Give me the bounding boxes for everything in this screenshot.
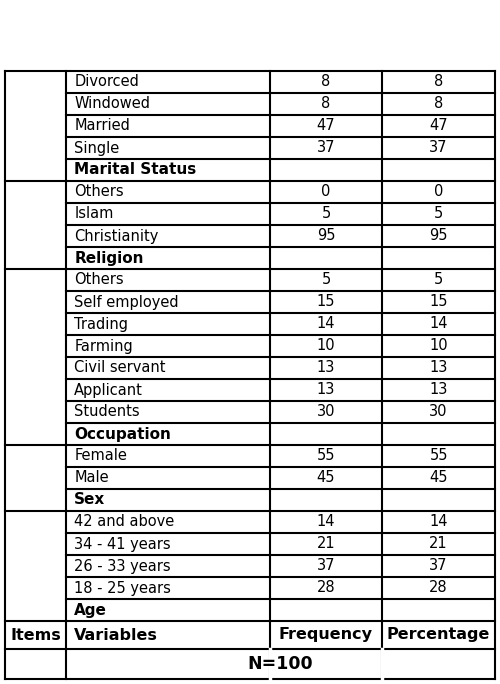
Text: Others: Others (74, 272, 124, 287)
Text: 13: 13 (430, 360, 448, 376)
Text: Trading: Trading (74, 317, 128, 332)
Text: 37: 37 (430, 559, 448, 573)
Text: 21: 21 (430, 536, 448, 551)
Text: Percentage: Percentage (387, 627, 490, 642)
Text: 21: 21 (316, 536, 336, 551)
Text: 13: 13 (317, 382, 335, 397)
Text: 28: 28 (430, 581, 448, 596)
Text: 37: 37 (430, 140, 448, 155)
Text: 8: 8 (322, 75, 330, 90)
Text: Islam: Islam (74, 207, 114, 222)
Text: 15: 15 (316, 295, 335, 309)
Text: Variables: Variables (74, 627, 158, 642)
Text: 55: 55 (430, 449, 448, 464)
Text: 47: 47 (430, 118, 448, 133)
Text: 37: 37 (316, 559, 335, 573)
Text: 0: 0 (434, 185, 444, 200)
Text: Others: Others (74, 185, 124, 200)
Text: Single: Single (74, 140, 120, 155)
Text: Frequency: Frequency (279, 627, 373, 642)
Text: 10: 10 (430, 339, 448, 354)
Text: 45: 45 (430, 471, 448, 486)
Text: 8: 8 (434, 96, 444, 111)
Text: 5: 5 (434, 207, 444, 222)
Text: Farming: Farming (74, 339, 133, 354)
Text: Christianity: Christianity (74, 228, 158, 244)
Text: Age: Age (74, 603, 107, 618)
Text: 45: 45 (316, 471, 335, 486)
Text: 14: 14 (316, 514, 335, 529)
Text: 28: 28 (316, 581, 336, 596)
Text: 14: 14 (316, 317, 335, 332)
Text: 15: 15 (430, 295, 448, 309)
Text: Civil servant: Civil servant (74, 360, 166, 376)
Text: 14: 14 (430, 317, 448, 332)
Text: 18 - 25 years: 18 - 25 years (74, 581, 171, 596)
Text: 47: 47 (316, 118, 336, 133)
Text: Female: Female (74, 449, 127, 464)
Text: 37: 37 (316, 140, 335, 155)
Text: Windowed: Windowed (74, 96, 150, 111)
Text: Items: Items (10, 627, 61, 642)
Text: 8: 8 (322, 96, 330, 111)
Text: 55: 55 (316, 449, 335, 464)
Text: 95: 95 (316, 228, 335, 244)
Text: N=100: N=100 (248, 655, 314, 673)
Text: Students: Students (74, 404, 140, 419)
Text: 13: 13 (317, 360, 335, 376)
Text: Occupation: Occupation (74, 427, 171, 441)
Text: 30: 30 (316, 404, 335, 419)
Text: Marital Status: Marital Status (74, 163, 196, 178)
Text: 95: 95 (430, 228, 448, 244)
Text: 14: 14 (430, 514, 448, 529)
Text: 5: 5 (322, 272, 330, 287)
Text: Male: Male (74, 471, 109, 486)
Text: 34 - 41 years: 34 - 41 years (74, 536, 171, 551)
Text: 10: 10 (316, 339, 336, 354)
Text: 42 and above: 42 and above (74, 514, 174, 529)
Text: Married: Married (74, 118, 130, 133)
Text: 30: 30 (430, 404, 448, 419)
Text: Religion: Religion (74, 250, 144, 265)
Text: 26 - 33 years: 26 - 33 years (74, 559, 171, 573)
Text: 0: 0 (322, 185, 330, 200)
Text: Sex: Sex (74, 492, 106, 508)
Text: 13: 13 (430, 382, 448, 397)
Text: 5: 5 (434, 272, 444, 287)
Text: Applicant: Applicant (74, 382, 143, 397)
Text: 8: 8 (434, 75, 444, 90)
Text: Divorced: Divorced (74, 75, 139, 90)
Text: 5: 5 (322, 207, 330, 222)
Text: Self employed: Self employed (74, 295, 179, 309)
